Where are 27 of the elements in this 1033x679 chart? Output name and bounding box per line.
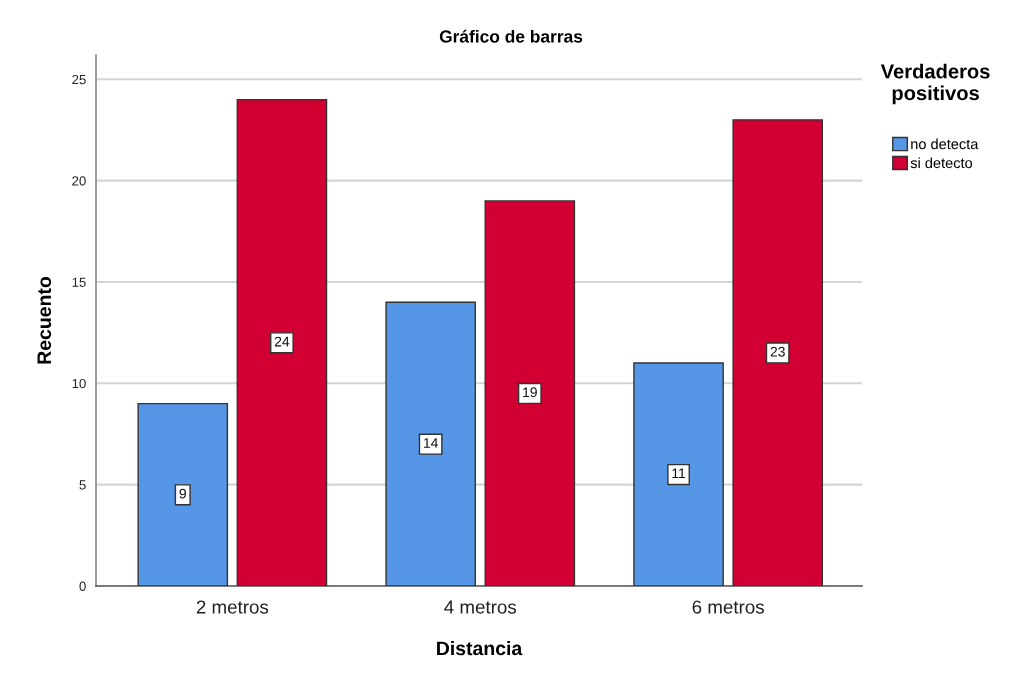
- bar: [732, 119, 824, 586]
- legend-label: no detecta: [911, 138, 979, 150]
- y-tick-label: 15: [72, 277, 86, 287]
- data-label: 11: [672, 468, 686, 479]
- x-tick-label: 2 metros: [196, 600, 269, 614]
- bar: [137, 402, 229, 586]
- data-label: 9: [179, 488, 186, 499]
- y-tick-label: 10: [72, 378, 86, 389]
- y-tick-label: 20: [72, 176, 86, 186]
- data-label: 14: [424, 438, 438, 448]
- data-label: 19: [523, 387, 537, 398]
- y-axis-title: Recuento: [37, 276, 52, 364]
- y-tick-label: 25: [72, 74, 86, 85]
- legend-title: Verdaderos positivos: [880, 63, 990, 105]
- bar: [236, 98, 328, 586]
- data-label: 23: [770, 346, 785, 357]
- bar: [385, 301, 476, 586]
- x-axis-title: Distancia: [437, 640, 523, 656]
- x-tick-label: 4 metros: [444, 600, 517, 614]
- legend-label: si detecto: [910, 157, 973, 169]
- chart-title: Gráfico de barras: [439, 29, 583, 43]
- x-tick-label: 6 metros: [692, 600, 764, 614]
- bar: [633, 362, 724, 586]
- y-tick-label: 5: [79, 480, 86, 490]
- bar: [484, 200, 576, 586]
- y-tick-label: 0: [79, 581, 86, 591]
- data-label: 24: [274, 336, 290, 347]
